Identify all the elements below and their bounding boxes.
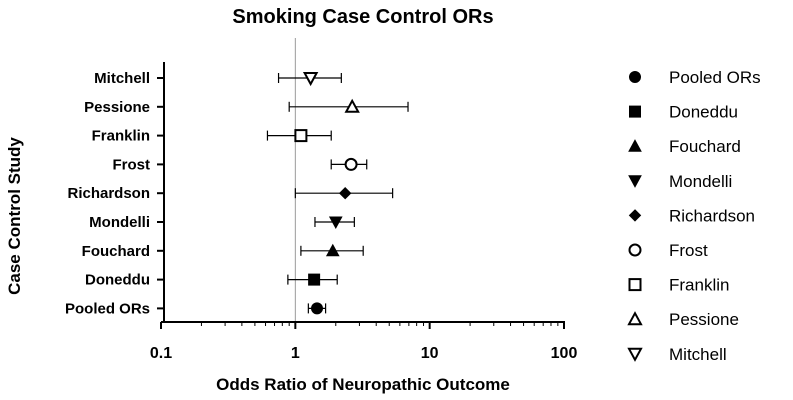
odds-ratio-point xyxy=(311,302,324,315)
x-axis-label: Odds Ratio of Neuropathic Outcome xyxy=(216,375,510,394)
legend-label: Pessione xyxy=(669,310,739,329)
legend-marker xyxy=(628,139,642,152)
x-tick-label: 1 xyxy=(291,345,300,362)
study-label: Richardson xyxy=(67,185,150,202)
odds-ratio-point xyxy=(328,216,343,230)
legend-label: Fouchard xyxy=(669,137,741,156)
legend-marker xyxy=(628,175,642,188)
study-label: Fouchard xyxy=(82,243,150,260)
study-label: Mitchell xyxy=(94,70,150,87)
legend-label: Frost xyxy=(669,241,708,260)
study-label: Franklin xyxy=(92,128,150,145)
legend-marker xyxy=(629,71,641,83)
legend-label: Mitchell xyxy=(669,345,727,364)
legend-marker xyxy=(629,105,641,118)
legend-marker xyxy=(628,243,642,257)
odds-ratio-point xyxy=(308,273,321,286)
legend-marker xyxy=(627,347,643,362)
study-label: Mondelli xyxy=(89,214,150,231)
study-label: Frost xyxy=(113,156,151,173)
odds-ratio-point xyxy=(338,186,352,200)
odds-ratio-point xyxy=(294,129,308,143)
legend-marker xyxy=(628,209,642,222)
odds-ratio-point xyxy=(325,243,340,257)
y-axis-label: Case Control Study xyxy=(5,137,24,295)
legend-label: Franklin xyxy=(669,276,729,295)
legend-marker xyxy=(627,311,643,326)
study-label: Pessione xyxy=(84,99,150,116)
legend-label: Doneddu xyxy=(669,103,738,122)
x-tick-label: 10 xyxy=(421,345,439,362)
chart-title: Smoking Case Control ORs xyxy=(232,6,493,28)
x-tick-label: 100 xyxy=(551,345,578,362)
legend: Pooled ORs Doneddu Fouchard Mondelli Richard… xyxy=(627,68,761,364)
study-label: Doneddu xyxy=(85,272,150,289)
legend-label: Mondelli xyxy=(669,172,732,191)
legend-label: Pooled ORs xyxy=(669,68,761,87)
odds-ratio-point xyxy=(344,157,358,171)
plot-area: 0.1 1 10 100 Mitchell Pessione Franklin Frost Ri… xyxy=(65,38,577,362)
odds-ratio-point xyxy=(344,98,360,113)
study-label: Pooled ORs xyxy=(65,300,150,317)
legend-marker xyxy=(628,278,642,292)
odds-ratio-point xyxy=(302,72,319,87)
legend-label: Richardson xyxy=(669,206,755,225)
x-tick-label: 0.1 xyxy=(150,345,172,362)
